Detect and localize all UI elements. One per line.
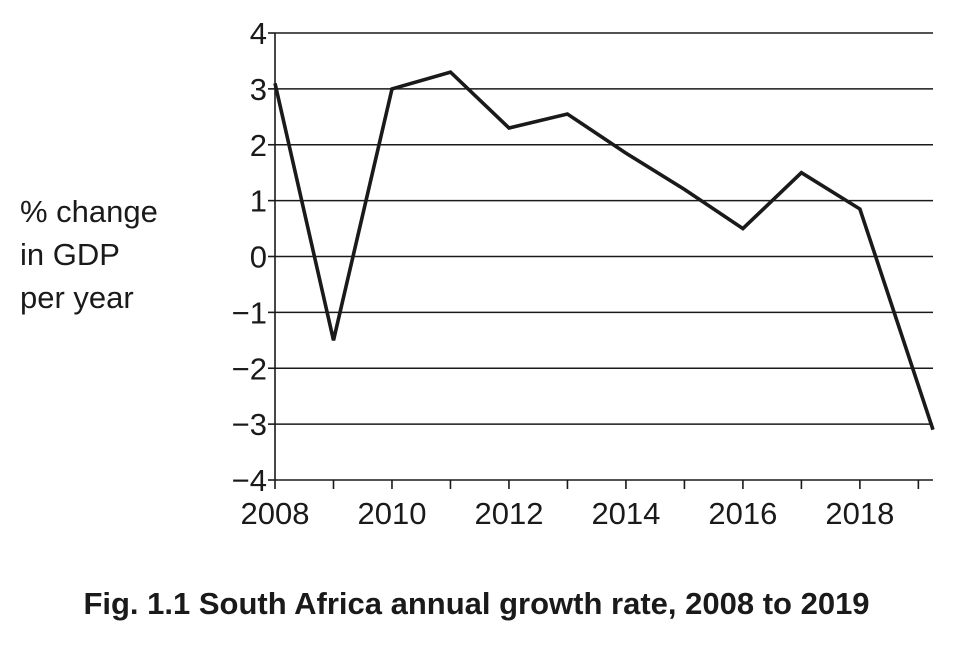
y-tick-label-0: −4 [232, 463, 267, 498]
y-axis-label-line-1: % change [20, 194, 158, 229]
x-tick-label-2: 2010 [357, 496, 426, 531]
y-tick-label-6: 2 [250, 128, 267, 163]
y-axis-label-line-2: in GDP [20, 237, 120, 272]
axes [268, 32, 920, 489]
y-axis-label-line-3: per year [20, 280, 134, 315]
y-axis-label: % change in GDP per year [20, 190, 158, 319]
x-tick-label-4: 2012 [474, 496, 543, 531]
y-tick-label-3: −1 [232, 295, 267, 330]
y-tick-label-8: 4 [250, 16, 267, 51]
x-tick-label-6: 2014 [591, 496, 660, 531]
series-layer [273, 70, 935, 431]
x-tick-label-8: 2016 [708, 496, 777, 531]
y-tick-label-2: −2 [232, 351, 267, 386]
figure-caption: Fig. 1.1 South Africa annual growth rate… [83, 586, 870, 621]
x-tick-label-10: 2018 [825, 496, 894, 531]
line-chart: −4 −3 −2 −1 0 1 2 3 4 2008 2010 2012 2014 2016 2018 [232, 16, 935, 531]
tick-labels: −4 −3 −2 −1 0 1 2 3 4 2008 2010 2012 2014 2016 2018 [232, 16, 895, 531]
series-line-0 [273, 70, 935, 431]
gridlines [275, 32, 933, 481]
y-tick-label-5: 1 [250, 184, 267, 219]
y-tick-label-7: 3 [250, 72, 267, 107]
x-tick-label-0: 2008 [241, 496, 310, 531]
y-tick-label-1: −3 [232, 407, 267, 442]
y-tick-label-4: 0 [250, 240, 267, 275]
